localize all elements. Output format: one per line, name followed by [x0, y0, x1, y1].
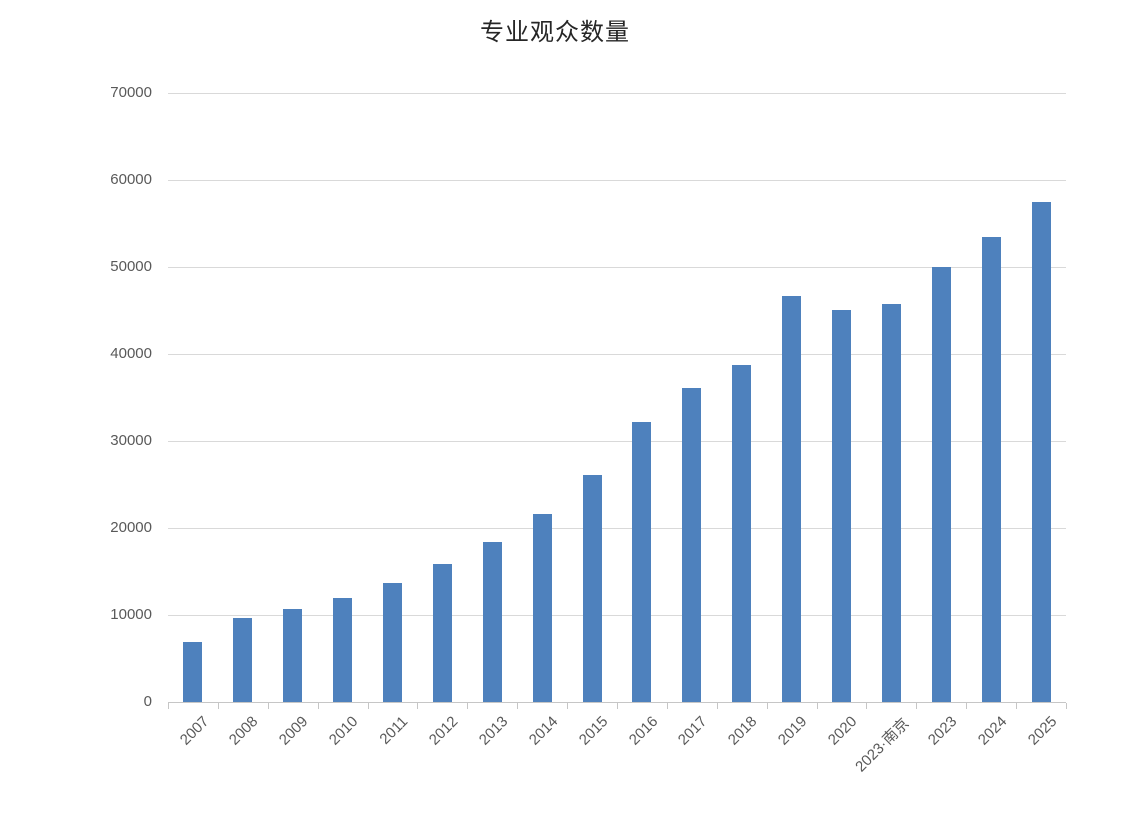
gridline: [168, 180, 1066, 181]
y-axis-tick-label: 70000: [110, 84, 152, 101]
x-axis-tick-label: 2007: [176, 713, 212, 749]
x-axis-tick-label: 2008: [226, 713, 262, 749]
x-axis-tick: [716, 703, 718, 709]
bar: [981, 236, 1001, 702]
x-axis-tick-label: 2011: [376, 713, 412, 748]
gridline: [168, 93, 1066, 94]
x-axis-tick: [217, 703, 219, 709]
gridline: [168, 267, 1066, 268]
bar: [782, 295, 802, 702]
x-axis-tick-label: 2013: [475, 713, 512, 749]
bar: [682, 387, 702, 702]
y-axis-tick-label: 50000: [110, 258, 152, 275]
bar: [1031, 201, 1051, 702]
x-axis-tick: [916, 703, 918, 709]
x-axis-tick: [467, 703, 469, 709]
x-axis-tick-label: 2023: [924, 713, 961, 749]
bar: [931, 267, 951, 702]
x-axis-tick: [766, 703, 768, 709]
x-axis-tick-label: 2009: [276, 713, 312, 749]
bar: [532, 514, 552, 702]
bar: [183, 641, 203, 702]
x-axis-line: [168, 702, 1066, 703]
x-axis-tick: [567, 703, 569, 709]
x-axis-tick-label: 2014: [525, 713, 562, 749]
bar: [732, 365, 752, 702]
bar: [283, 608, 303, 702]
y-axis-tick-label: 40000: [110, 345, 152, 362]
x-axis-tick-label: 2012: [425, 713, 462, 749]
x-axis-tick: [816, 703, 818, 709]
y-axis-tick-label: 10000: [110, 606, 152, 623]
gridline: [168, 441, 1066, 442]
x-axis-tick: [517, 703, 519, 709]
gridline: [168, 615, 1066, 616]
x-axis-tick: [617, 703, 618, 709]
x-axis-tick: [1016, 703, 1018, 709]
y-axis-tick-label: 30000: [110, 432, 152, 449]
x-axis-tick-label: 2017: [675, 713, 711, 749]
bar: [881, 303, 901, 702]
x-axis-tick-label: 2020: [824, 713, 861, 749]
x-axis-tick: [1066, 703, 1067, 709]
x-axis-tick-label: 2019: [775, 713, 811, 749]
x-axis-tick: [417, 703, 419, 709]
x-axis-tick: [267, 703, 269, 709]
x-axis-tick-label: 2023·南京: [852, 715, 913, 776]
x-axis-tick-label: 2015: [575, 713, 612, 749]
bar: [333, 597, 353, 702]
x-axis-tick: [966, 703, 968, 709]
y-axis-tick-label: 0: [143, 693, 152, 710]
gridline: [168, 528, 1066, 529]
y-axis-tick-label: 20000: [110, 519, 152, 536]
x-axis-tick: [317, 703, 319, 709]
x-axis-tick-label: 2010: [326, 713, 362, 749]
bar: [582, 474, 602, 702]
x-axis-tick: [367, 703, 369, 709]
x-axis-tick: [168, 703, 169, 709]
x-axis-tick: [866, 703, 868, 709]
bar: [832, 309, 851, 702]
bar: [632, 421, 652, 702]
bar: [383, 582, 402, 702]
x-axis-tick-label: 2024: [974, 713, 1011, 749]
gridline: [168, 354, 1066, 355]
bar: [432, 563, 452, 702]
x-axis-tick-label: 2018: [725, 713, 761, 749]
y-axis-tick-label: 60000: [110, 171, 152, 188]
bar: [482, 541, 502, 702]
x-axis-tick-label: 2025: [1024, 713, 1061, 749]
bar: [233, 617, 253, 702]
x-axis-tick: [666, 703, 668, 709]
chart-title: 专业观众数量: [480, 19, 630, 46]
x-axis-tick-label: 2016: [625, 713, 661, 749]
